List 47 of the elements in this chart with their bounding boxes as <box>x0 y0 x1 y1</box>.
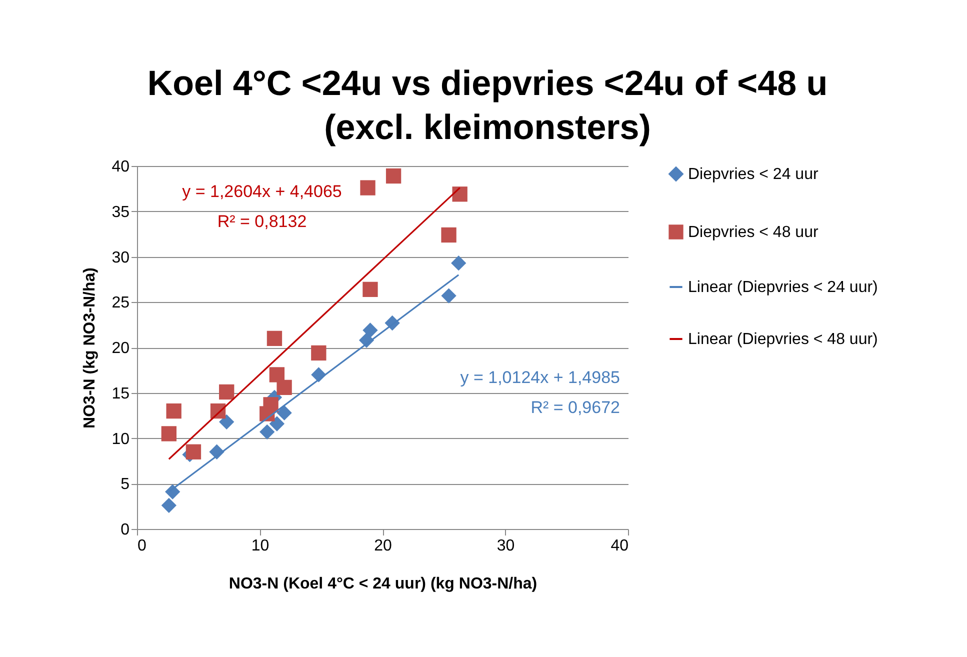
point <box>269 367 285 382</box>
y-tick-label: 35 <box>112 204 130 221</box>
point <box>161 498 176 513</box>
x-tick-label: 0 <box>138 538 146 554</box>
point <box>362 322 378 338</box>
y-tick-label: 5 <box>120 476 130 494</box>
y-tick-label: 15 <box>112 385 130 402</box>
x-tick-label: 20 <box>374 538 392 554</box>
point <box>219 384 234 400</box>
annotation: R² = 0,8132 <box>217 212 307 231</box>
y-tick-label: 40 <box>112 158 130 176</box>
point <box>441 288 456 304</box>
chart-title: Koel 4°C <24u vs diepvries <24u of <48 u (excl. kleimonsters) <box>147 64 828 147</box>
point <box>451 256 466 271</box>
point <box>362 282 378 298</box>
point <box>360 180 376 196</box>
annotation: R² = 0,9672 <box>530 398 620 417</box>
legend-label: Linear (Diepvries < 48 uur) <box>688 331 878 348</box>
point <box>276 380 292 396</box>
point <box>166 403 182 419</box>
point <box>263 397 278 412</box>
point <box>186 444 202 460</box>
x-tick-label: 30 <box>496 538 515 554</box>
point <box>269 416 285 432</box>
y-axis-title: NO3-N (kg NO3-N/ha) <box>82 268 99 428</box>
legend-label: Linear (Diepvries < 24 uur) <box>688 279 878 296</box>
y-tick-label: 25 <box>112 294 130 312</box>
annotation: y = 1,2604x + 4,4065 <box>182 182 342 201</box>
point <box>452 186 468 202</box>
annotation: y = 1,0124x + 1,4985 <box>460 368 620 387</box>
x-tick-label: 10 <box>251 538 270 554</box>
point <box>219 414 234 430</box>
y-tick-label: 0 <box>120 522 130 538</box>
point <box>386 168 402 184</box>
point <box>311 345 326 361</box>
legend-label: Diepvries < 48 uur <box>688 224 819 241</box>
point <box>161 426 176 442</box>
point <box>276 405 292 420</box>
point <box>260 424 275 440</box>
x-axis-title: NO3-N (Koel 4°C < 24 uur) (kg NO3-N/ha) <box>228 576 538 592</box>
legend-label: Diepvries < 24 uur <box>688 166 819 183</box>
y-tick-label: 10 <box>112 430 130 448</box>
point <box>266 330 282 346</box>
point <box>441 227 456 243</box>
y-tick-label: 20 <box>112 340 130 357</box>
x-tick-label: 40 <box>610 538 629 554</box>
y-tick-label: 30 <box>112 249 130 266</box>
